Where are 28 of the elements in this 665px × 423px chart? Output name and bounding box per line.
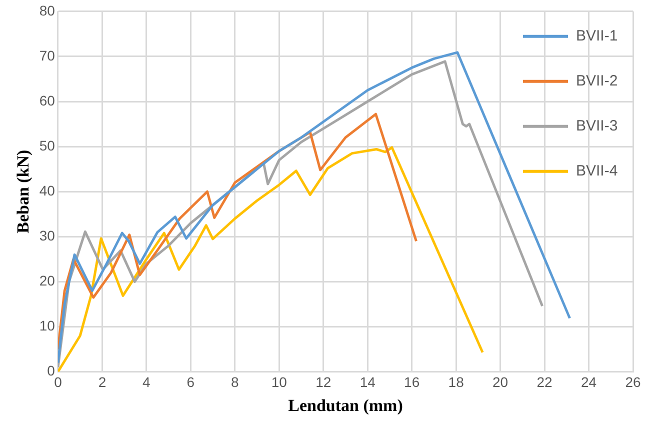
- x-tick-label: 10: [271, 374, 288, 390]
- legend-label: BVII-4: [576, 162, 618, 180]
- x-tick-label: 8: [231, 374, 240, 390]
- x-tick-label: 14: [360, 374, 376, 390]
- x-tick-label: 12: [316, 374, 332, 390]
- y-tick-label: 60: [39, 92, 56, 108]
- x-tick-label: 18: [448, 374, 464, 390]
- y-tick-label: 10: [39, 318, 56, 334]
- x-tick-label: 20: [492, 374, 508, 390]
- x-tick-label: 6: [186, 374, 195, 390]
- x-axis-title: Lendutan (mm): [288, 396, 403, 416]
- x-tick-label: 26: [625, 374, 641, 390]
- y-tick-label: 40: [39, 182, 56, 198]
- legend-label: BVII-3: [576, 118, 618, 135]
- y-tick-label: 50: [39, 137, 56, 154]
- y-tick-label: 30: [39, 228, 56, 244]
- x-tick-label: 24: [580, 374, 597, 390]
- y-axis-title: Beban (kN): [14, 150, 33, 234]
- x-tick-label: 2: [98, 374, 106, 390]
- x-tick-label: 22: [536, 374, 553, 390]
- x-tick-label: 4: [142, 374, 151, 390]
- y-tick-label: 80: [39, 2, 56, 18]
- x-tick-label: 16: [404, 374, 420, 390]
- y-tick-label: 20: [39, 272, 56, 289]
- y-tick-label: 0: [47, 362, 56, 379]
- legend-label: BVII-1: [576, 28, 618, 45]
- legend-label: BVII-2: [576, 72, 618, 90]
- y-tick-label: 70: [39, 47, 56, 64]
